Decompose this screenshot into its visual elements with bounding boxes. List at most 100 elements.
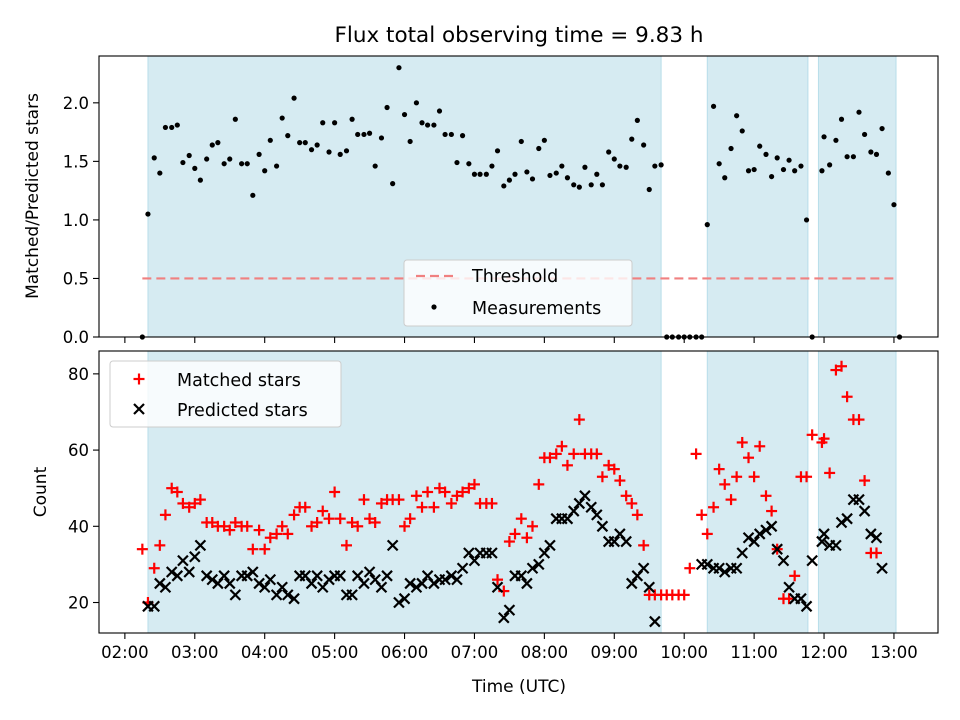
bottom-y-axis-label: Count: [31, 466, 51, 517]
predicted-marker: [760, 524, 772, 536]
y-tick-label: 0.0: [63, 328, 89, 347]
matched-marker: [603, 459, 615, 471]
predicted-marker: [538, 547, 551, 559]
y-tick-label: 80: [68, 365, 89, 384]
matched-marker: [352, 520, 364, 532]
matched-marker: [870, 547, 882, 559]
predicted-marker: [206, 573, 219, 586]
matched-marker: [433, 482, 445, 494]
measurement-point: [506, 177, 513, 183]
matched-marker: [591, 448, 603, 460]
predicted-marker: [718, 566, 731, 578]
predicted-marker: [544, 539, 556, 552]
predicted-marker: [247, 566, 259, 578]
predicted-marker: [258, 581, 271, 594]
matched-marker: [789, 570, 801, 582]
matched-marker: [259, 543, 271, 555]
legend-predicted-swatch: [133, 403, 145, 415]
predicted-marker: [818, 528, 830, 540]
predicted-marker: [451, 573, 463, 586]
measurement-point: [239, 161, 245, 167]
matched-marker: [743, 452, 755, 464]
measurement-point: [588, 182, 594, 188]
measurement-point: [856, 109, 862, 115]
predicted-marker: [748, 535, 760, 548]
matched-marker: [264, 532, 276, 544]
matched-marker: [445, 497, 457, 509]
predicted-marker: [835, 516, 848, 529]
predicted-marker: [625, 577, 638, 590]
measurement-point: [454, 159, 460, 166]
measurement-point: [629, 136, 635, 142]
measurement-point: [861, 131, 868, 138]
predicted-marker: [643, 581, 656, 594]
measurement-point: [215, 140, 221, 146]
shaded-interval-3: [817, 55, 897, 338]
matched-marker: [596, 471, 608, 483]
x-tick-label: 03:00: [171, 643, 219, 662]
matched-marker: [678, 589, 690, 601]
predicted-marker: [410, 581, 423, 594]
measurement-point: [634, 117, 640, 123]
predicted-marker: [200, 570, 213, 582]
matched-marker: [638, 539, 650, 551]
predicted-marker: [783, 581, 795, 594]
predicted-marker: [281, 589, 294, 601]
measurement-points: [139, 65, 903, 340]
matched-marker: [194, 494, 206, 506]
measurement-point: [174, 122, 180, 128]
top-y-ticks: 0.0 0.5 1.0 1.5 2.0: [63, 94, 99, 347]
matched-marker: [375, 497, 387, 509]
measurement-point: [169, 124, 175, 131]
measurement-point: [838, 116, 845, 122]
measurement-point: [466, 161, 472, 167]
measurement-point: [244, 161, 250, 167]
predicted-marker: [870, 531, 883, 544]
x-axis-label: Time (UTC): [471, 677, 566, 697]
measurement-point: [739, 128, 745, 134]
measurement-point: [763, 151, 769, 157]
measurement-point: [606, 149, 612, 155]
shaded-interval-2: [706, 55, 809, 338]
matched-marker: [306, 520, 318, 532]
measurement-point: [366, 130, 373, 136]
measurement-point: [780, 166, 787, 173]
measurement-point: [745, 168, 752, 174]
predicted-marker: [148, 600, 161, 613]
measurement-point: [722, 175, 728, 181]
measurement-point: [512, 171, 518, 177]
measurement-point: [734, 113, 740, 119]
measurement-point: [827, 162, 833, 168]
legend-measurements-swatch: [431, 304, 437, 310]
measurement-point: [768, 173, 775, 180]
measurement-point: [582, 164, 588, 170]
matched-marker: [468, 478, 480, 490]
legend-cross-marker: [133, 403, 145, 415]
measurement-point: [819, 168, 825, 174]
matched-marker: [526, 520, 538, 532]
matched-marker: [218, 520, 230, 532]
predicted-marker: [841, 512, 853, 525]
bottom-legend-box: [109, 360, 342, 428]
predicted-marker: [218, 570, 230, 582]
matched-marker: [457, 486, 469, 498]
matched-marker: [550, 448, 562, 460]
matched-marker: [189, 497, 201, 509]
measurement-point: [879, 125, 885, 132]
measurement-point: [798, 163, 804, 169]
matched-marker: [183, 501, 195, 513]
measurement-point: [547, 172, 553, 179]
measurement-point: [332, 120, 338, 126]
measurement-point: [524, 169, 530, 175]
predicted-marker: [649, 615, 661, 628]
matched-marker: [701, 528, 713, 540]
measurement-point: [494, 148, 501, 154]
x-tick-label: 11:00: [730, 643, 778, 662]
measurement-point: [302, 140, 308, 146]
measurement-point: [751, 166, 757, 173]
matched-marker: [148, 562, 160, 574]
predicted-marker: [777, 554, 790, 567]
matched-marker: [608, 463, 620, 475]
measurement-point: [267, 137, 273, 143]
matched-marker: [276, 520, 288, 532]
